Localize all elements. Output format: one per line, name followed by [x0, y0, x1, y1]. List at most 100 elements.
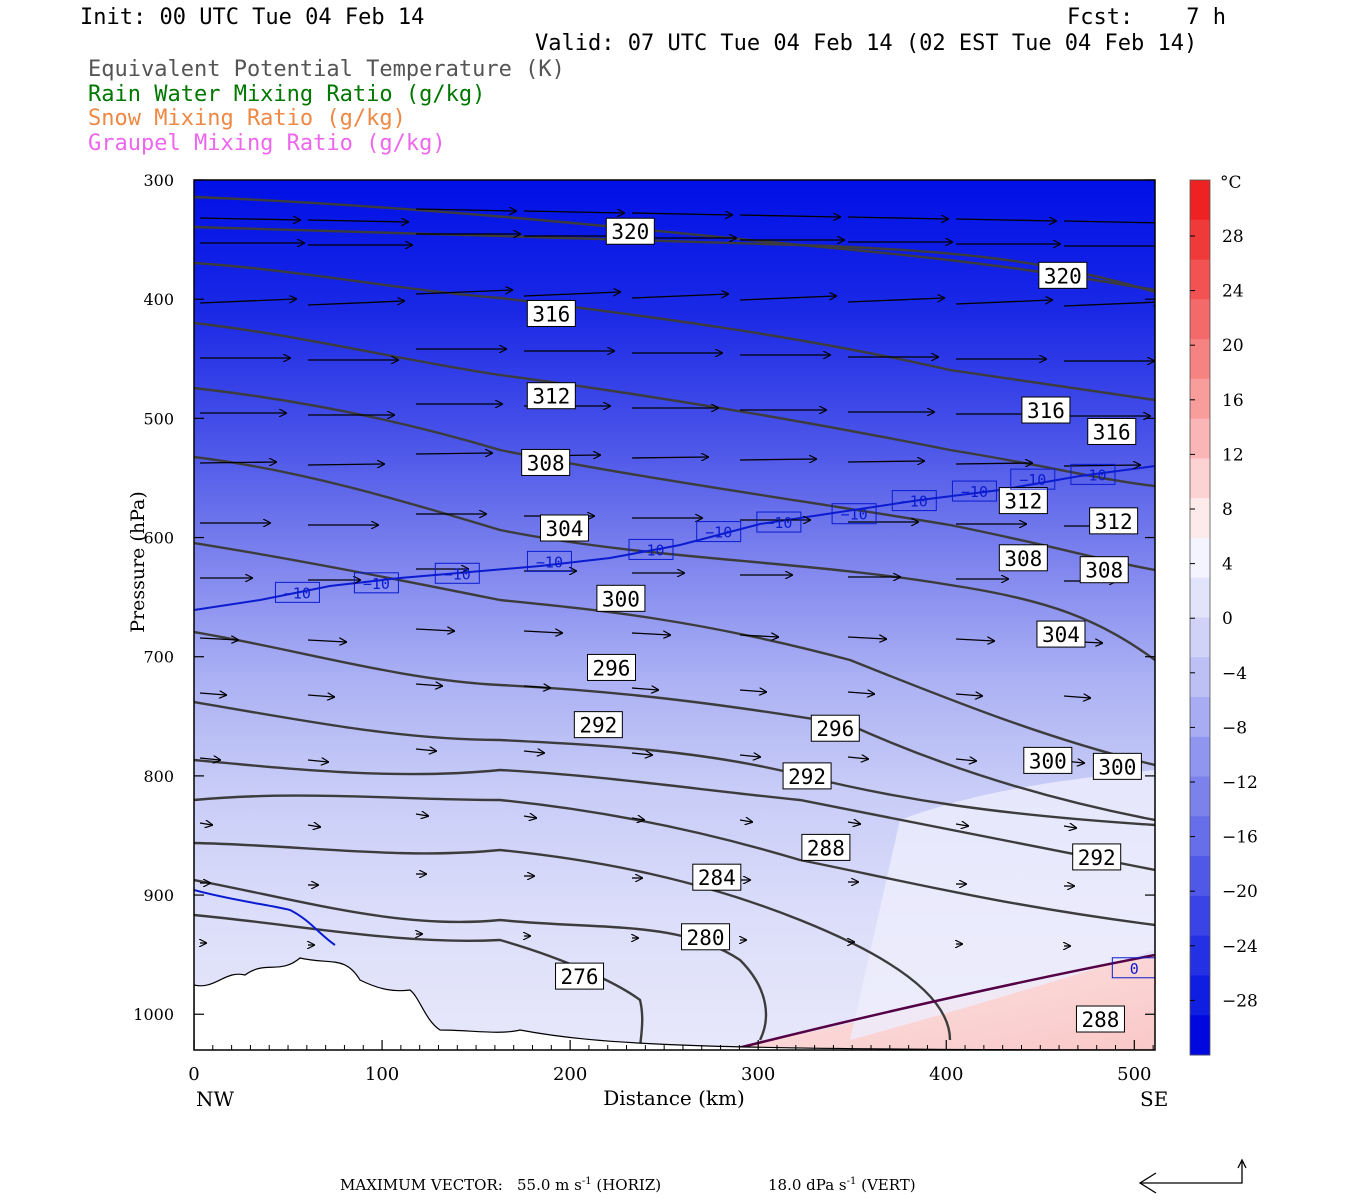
wind-vector: [739, 755, 760, 757]
theta-e-label-box: [782, 762, 832, 790]
theta-e-label-box: [1036, 620, 1086, 648]
theta-e-contour: [194, 261, 1155, 402]
isotherm-label-box: [353, 572, 399, 594]
y-tick-label: 500: [143, 409, 174, 428]
colorbar-swatch: [1190, 259, 1210, 300]
wind-vector: [631, 294, 728, 299]
theta-e-label: 312: [532, 385, 570, 409]
isotherm-label-box: [756, 511, 802, 533]
colorbar-swatch: [1190, 975, 1210, 1016]
theta-e-contour: [194, 758, 1155, 872]
wind-vector: [307, 220, 408, 222]
wind-vector: [199, 638, 238, 640]
colorbar-swatch: [1190, 736, 1210, 778]
theta-e-label-box: [1087, 417, 1137, 445]
y-tick-label: 1000: [133, 1005, 174, 1024]
isotherm-label-box: [434, 562, 480, 584]
colorbar-tick-label: −16: [1222, 828, 1258, 848]
wind-vector: [955, 694, 982, 696]
theta-e-contour: [194, 700, 1155, 827]
isotherm-label: −10: [363, 575, 390, 593]
theta-e-labels: 320 320 316 316 316 312 312 312 308 308 308 304 304 3…: [521, 217, 1142, 1033]
theta-e-contour: [194, 455, 1155, 661]
isotherm-label-box: [526, 550, 572, 572]
x-tick-label: 400: [929, 1064, 963, 1085]
theta-e-contour: [194, 541, 1155, 767]
theta-e-contour: [194, 841, 952, 1041]
wind-vector: [1063, 220, 1155, 224]
x-tick-label: 100: [365, 1064, 399, 1085]
theta-e-label-box: [1021, 396, 1071, 424]
colorbar-tick-label: −24: [1222, 937, 1258, 957]
colorbar-swatch: [1190, 617, 1210, 658]
theta-e-label-box: [692, 863, 742, 891]
theta-e-label: 296: [593, 656, 631, 680]
wind-vector: [631, 688, 658, 690]
wind-vector: [415, 209, 516, 211]
wind-vector: [523, 751, 544, 753]
x-tick-label: 200: [553, 1064, 587, 1085]
legend-rain: Rain Water Mixing Ratio (g/kg): [88, 82, 486, 107]
theta-e-label: 292: [579, 714, 617, 738]
y-tick-label: 400: [143, 290, 174, 309]
isotherm-label-box: [831, 503, 877, 525]
isotherm-label: −10: [841, 506, 868, 524]
minus10-isotherm: [194, 465, 1155, 611]
isotherm-label: −10: [637, 541, 664, 559]
isotherm-label: −10: [705, 524, 732, 542]
wind-vector: [847, 461, 924, 462]
theta-e-label-box: [681, 923, 731, 951]
theta-e-label-box: [810, 714, 860, 742]
wind-vector: [199, 823, 212, 825]
theta-e-contours: [194, 195, 1155, 1050]
wind-vector: [739, 459, 816, 460]
theta-e-label: 292: [1078, 846, 1116, 870]
theta-e-label: 308: [527, 451, 565, 475]
isotherm-label-box: [891, 490, 937, 512]
cold-isotherm: [194, 889, 336, 946]
theta-e-label: 308: [1004, 547, 1042, 571]
wind-vector: [415, 453, 492, 454]
wind-vector: [415, 629, 454, 631]
theta-e-label: 288: [1081, 1008, 1119, 1032]
theta-e-contour: [194, 913, 644, 1050]
isotherm-label: −10: [901, 493, 928, 511]
theta-e-label-box: [555, 962, 605, 990]
theta-e-contour: [194, 794, 1155, 927]
plot-frame: [193, 179, 1156, 1051]
theta-e-label: 320: [611, 220, 649, 244]
colorbar-tick-label: 0: [1222, 609, 1233, 629]
colorbar-unit: °C: [1220, 173, 1242, 193]
theta-e-label: 300: [1098, 755, 1136, 779]
isotherm-labels: −10 −10 −10 −10 −10 −10 −10 −10 −10 −10 −10 −10 0: [274, 463, 1155, 979]
theta-e-label-box: [1092, 752, 1142, 780]
wind-vector: [847, 692, 874, 694]
theta-e-label: 316: [1093, 420, 1131, 444]
colorbar-swatch: [1190, 219, 1210, 261]
isotherm-label: −10: [1079, 466, 1106, 484]
y-tick-label: 900: [143, 886, 174, 905]
isotherm-label-box: [1111, 957, 1155, 979]
theta-e-label: 296: [816, 717, 854, 741]
theta-e-label-box: [605, 217, 655, 245]
wind-vector: [415, 290, 512, 295]
isotherm-label-box: [628, 538, 674, 560]
theta-e-label: 316: [1027, 399, 1065, 423]
colorbar-swatch: [1190, 895, 1210, 937]
x-tick-label: 300: [741, 1064, 775, 1085]
y-axis-title: Pressure (hPa): [127, 491, 149, 633]
theta-e-label: 292: [788, 765, 826, 789]
colorbar-swatch: [1190, 418, 1210, 459]
isotherm-label: −10: [536, 553, 563, 571]
wind-vector: [1063, 302, 1155, 307]
theta-e-label-box: [526, 299, 576, 327]
colorbar-tick-label: 8: [1222, 500, 1233, 520]
wind-vector: [307, 760, 328, 762]
isotherm-label: −10: [765, 514, 792, 532]
wind-vector: [523, 631, 562, 633]
wind-vector: [523, 211, 624, 213]
legend-theta-e: Equivalent Potential Temperature (K): [88, 57, 565, 82]
theta-e-label-box: [1023, 746, 1073, 774]
wind-vector: [199, 218, 300, 220]
colorbar-tick-label: 12: [1222, 445, 1244, 465]
